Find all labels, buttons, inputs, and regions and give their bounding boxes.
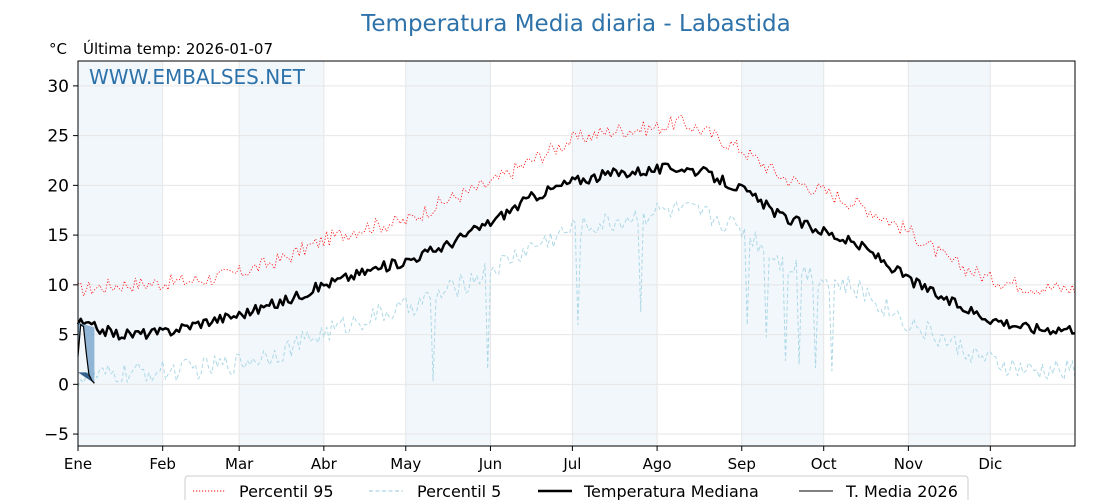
y-tick-label: 30 [47,77,69,97]
x-tick-label: Oct [811,455,837,473]
series-layer [76,114,1076,387]
series-line-2026 [77,323,95,384]
x-tick-label: Feb [149,455,176,473]
y-axis: −5 0 5 10 15 20 25 30 [44,77,78,445]
month-band [78,61,163,446]
x-tick-label: May [390,455,421,473]
month-band [572,61,658,446]
x-tick-label: Jun [478,455,502,473]
legend-label-2026: T. Media 2026 [845,482,958,500]
x-tick-label: Jul [562,455,581,473]
series-line-0 [77,114,1076,297]
month-band [239,61,324,446]
series-line-2 [76,162,1076,341]
x-tick-label: Nov [894,455,923,473]
plot-frame [77,60,1076,447]
y-tick-label: 20 [47,176,69,196]
y-tick-label: 0 [58,375,69,395]
y-tick-label: −5 [44,425,69,445]
legend-label-p95: Percentil 95 [239,482,334,500]
y-tick-label: 25 [47,127,69,147]
grid-lines [77,61,1075,446]
legend-label-p5: Percentil 5 [417,482,501,500]
month-band [741,61,824,446]
x-tick-label: Ago [643,455,672,473]
last-temp-label: Última temp: 2026-01-07 [83,39,273,58]
unit-label: °C [49,40,67,58]
x-tick-label: Dic [978,455,1002,473]
month-bands [78,61,991,446]
legend-box [184,475,969,500]
month-band [405,61,491,446]
legend: Percentil 95 Percentil 5 Temperatura Med… [184,475,969,500]
x-tick-label: Sep [728,455,756,473]
x-tick-label: Mar [225,455,254,473]
y-tick-label: 5 [58,326,69,346]
x-tick-label: Ene [64,455,92,473]
legend-label-median: Temperatura Mediana [583,482,759,500]
series-2026-cold-area [78,372,95,384]
month-band [908,61,991,446]
watermark: WWW.EMBALSES.NET [89,65,306,89]
x-tick-label: Abr [311,455,338,473]
y-tick-label: 15 [47,226,69,246]
y-tick-label: 10 [47,276,69,296]
series-2026-area [78,322,95,384]
series-line-1 [77,201,1076,387]
x-axis: Ene Feb Mar Abr May Jun Jul Ago Sep Oct Nov Dic [64,446,1002,473]
chart-title: Temperatura Media diaria - Labastida [360,11,790,37]
